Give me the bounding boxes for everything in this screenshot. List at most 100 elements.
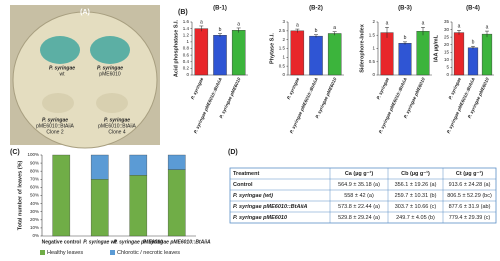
table-cell: 303.7 ± 10.66 (c)	[395, 204, 437, 210]
significance-letter: a	[200, 19, 203, 25]
y-tick-label: 1.6	[183, 19, 190, 24]
bar-segment	[167, 154, 186, 170]
y-tick-label: 0	[372, 72, 375, 77]
y-axis-label: Siderophore-Index	[359, 23, 365, 73]
x-tick-label: P. syringae wt	[83, 239, 116, 245]
panel-label: (D)	[228, 149, 238, 156]
bar	[213, 35, 227, 76]
bar	[194, 28, 209, 76]
significance-letter: a	[458, 24, 461, 30]
table-cell: 877.6 ± 31.9 (ab)	[449, 204, 491, 210]
table-cell: 356.1 ± 19.26 (a)	[395, 182, 437, 188]
y-tick-label: 5	[446, 65, 449, 70]
error-bar	[218, 33, 222, 37]
x-tick-label: P. syringae pME6010	[114, 239, 163, 245]
plate-label: wt	[60, 71, 66, 77]
chart-title: (B-4)	[466, 6, 480, 12]
y-tick-label: 1.5	[369, 32, 376, 37]
significance-letter: b	[472, 40, 475, 46]
bar	[453, 32, 465, 76]
y-tick-label: 60%	[30, 185, 39, 190]
y-tick-label: 15	[444, 49, 450, 54]
chart-title: (B-3)	[398, 6, 412, 12]
y-axis-label: IAA µg/mL	[433, 34, 439, 62]
bar-segment	[90, 154, 109, 180]
plate-label: pME6010	[99, 71, 121, 77]
table-cell: 779.4 ± 29.39 (c)	[449, 215, 491, 221]
plate-label: P. syringae	[104, 117, 130, 123]
y-tick-label: 0.2	[183, 66, 190, 71]
bar	[467, 47, 479, 76]
bar	[380, 32, 394, 76]
significance-letter: a	[486, 24, 489, 30]
y-tick-label: 90%	[30, 160, 39, 165]
table-header: Ct (µg g⁻¹)	[456, 170, 483, 177]
chart-title: (B-2)	[309, 6, 323, 12]
plate-label: P. syringae	[97, 65, 123, 71]
y-tick-label: 1	[372, 46, 375, 51]
bar	[398, 43, 412, 76]
significance-letter: a	[333, 25, 336, 31]
error-bar	[332, 31, 337, 36]
y-axis-label: Phytase S.I.	[269, 33, 275, 64]
y-tick-label: 1.4	[183, 26, 190, 31]
table-border	[229, 167, 497, 224]
bar	[481, 33, 493, 76]
x-tick-label: P. syringae pME6010::BtAiiA	[143, 239, 211, 245]
error-bar	[199, 25, 204, 32]
y-tick-label: 3	[282, 19, 285, 24]
plate-label: Clone 4	[108, 129, 125, 135]
table-cell: 259.7 ± 10.31 (b)	[395, 193, 437, 199]
legend-swatch	[110, 250, 115, 255]
colony	[40, 36, 80, 64]
table-cell: P. syringae pME6010::BtAiiA	[233, 204, 308, 210]
plate-label: P. syringae	[42, 117, 68, 123]
table-header: Treatment	[233, 171, 259, 177]
y-tick-label: 0.5	[279, 63, 286, 68]
table-cell: P. syringae (wt)	[233, 193, 273, 199]
significance-letter: b	[315, 28, 318, 34]
table-cell: 573.8 ± 22.44 (a)	[338, 204, 380, 210]
table-cell: 806.5 ± 52.29 (bc)	[447, 193, 492, 199]
y-tick-label: 0	[282, 72, 285, 77]
legend-swatch	[40, 250, 45, 255]
y-tick-label: 2.5	[279, 28, 286, 33]
plate-label: P. syringae	[49, 65, 75, 71]
bar-segment	[52, 154, 71, 237]
bar	[309, 35, 323, 76]
bar-segment	[129, 154, 148, 176]
error-bar	[471, 45, 475, 50]
y-axis-label: Total number of leaves (%)	[17, 161, 23, 231]
bar-segment	[129, 175, 148, 237]
significance-letter: b	[404, 35, 407, 41]
significance-letter: a	[386, 21, 389, 27]
colony	[42, 93, 74, 113]
colony	[96, 93, 128, 113]
y-tick-label: 25	[444, 34, 450, 39]
error-bar	[385, 27, 389, 38]
y-tick-label: 35	[444, 19, 450, 24]
significance-letter: b	[219, 27, 222, 33]
table-cell: 249.7 ± 4.05 (b)	[396, 215, 435, 221]
y-tick-label: 100%	[27, 152, 39, 157]
y-tick-label: 10	[444, 57, 450, 62]
y-tick-label: 20%	[30, 217, 39, 222]
y-tick-label: 0%	[32, 233, 39, 238]
panel-label: (C)	[10, 149, 20, 156]
y-tick-label: 1	[186, 39, 189, 44]
significance-letter: a	[422, 21, 425, 27]
bar-segment	[90, 179, 109, 237]
y-tick-label: 40%	[30, 201, 39, 206]
colony	[90, 36, 130, 64]
y-tick-label: 0.6	[183, 52, 190, 57]
error-bar	[403, 41, 407, 45]
table-cell: Control	[233, 182, 253, 188]
table-cell: 913.6 ± 24.28 (a)	[449, 182, 491, 188]
bar	[416, 31, 430, 76]
y-tick-label: 0.5	[369, 59, 376, 64]
y-tick-label: 70%	[30, 176, 39, 181]
bar	[231, 30, 246, 76]
significance-letter: a	[296, 22, 299, 28]
panel-label: (B)	[178, 9, 188, 16]
